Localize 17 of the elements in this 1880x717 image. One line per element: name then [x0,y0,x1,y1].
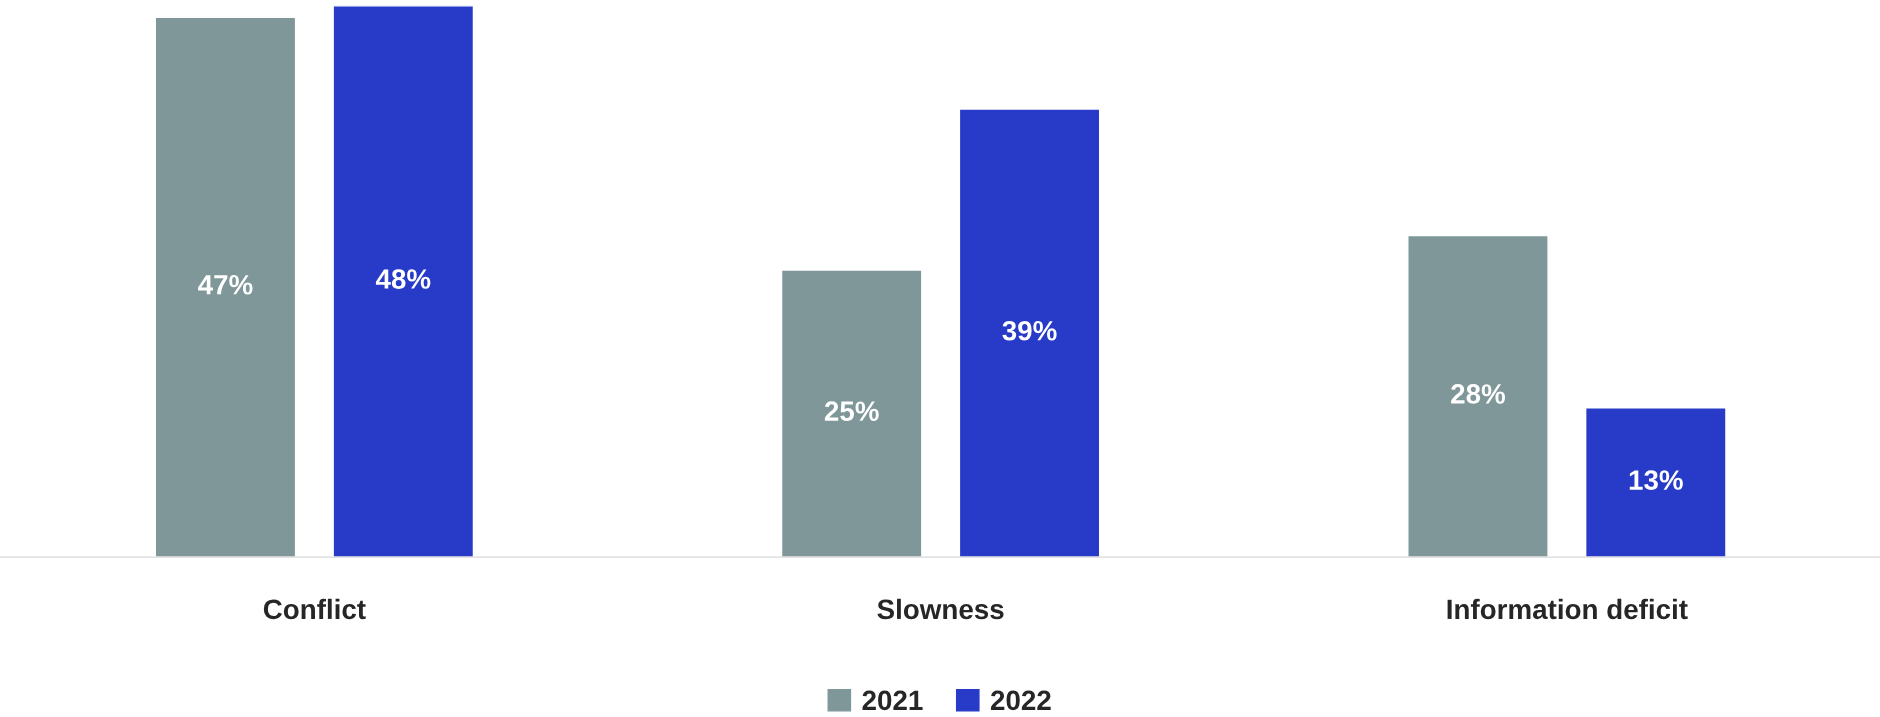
bar [958,108,1101,558]
bar [1584,407,1727,558]
x-tick-label: Conflict [263,598,366,620]
data-label: 48% [375,269,431,289]
x-tick-label: Slowness [877,598,1004,620]
data-label: 47% [198,275,253,295]
data-label: 25% [824,401,879,421]
x-tick-label: Information deficit [1447,598,1688,620]
legend-label: 2021 [862,690,923,711]
bar [154,16,297,558]
data-label: 28% [1451,384,1506,404]
bar [1407,234,1549,558]
bar [332,5,475,558]
bar [780,269,923,558]
data-label: 39% [1002,320,1057,341]
legend-label: 2022 [990,690,1051,711]
data-label: 13% [1629,470,1683,490]
